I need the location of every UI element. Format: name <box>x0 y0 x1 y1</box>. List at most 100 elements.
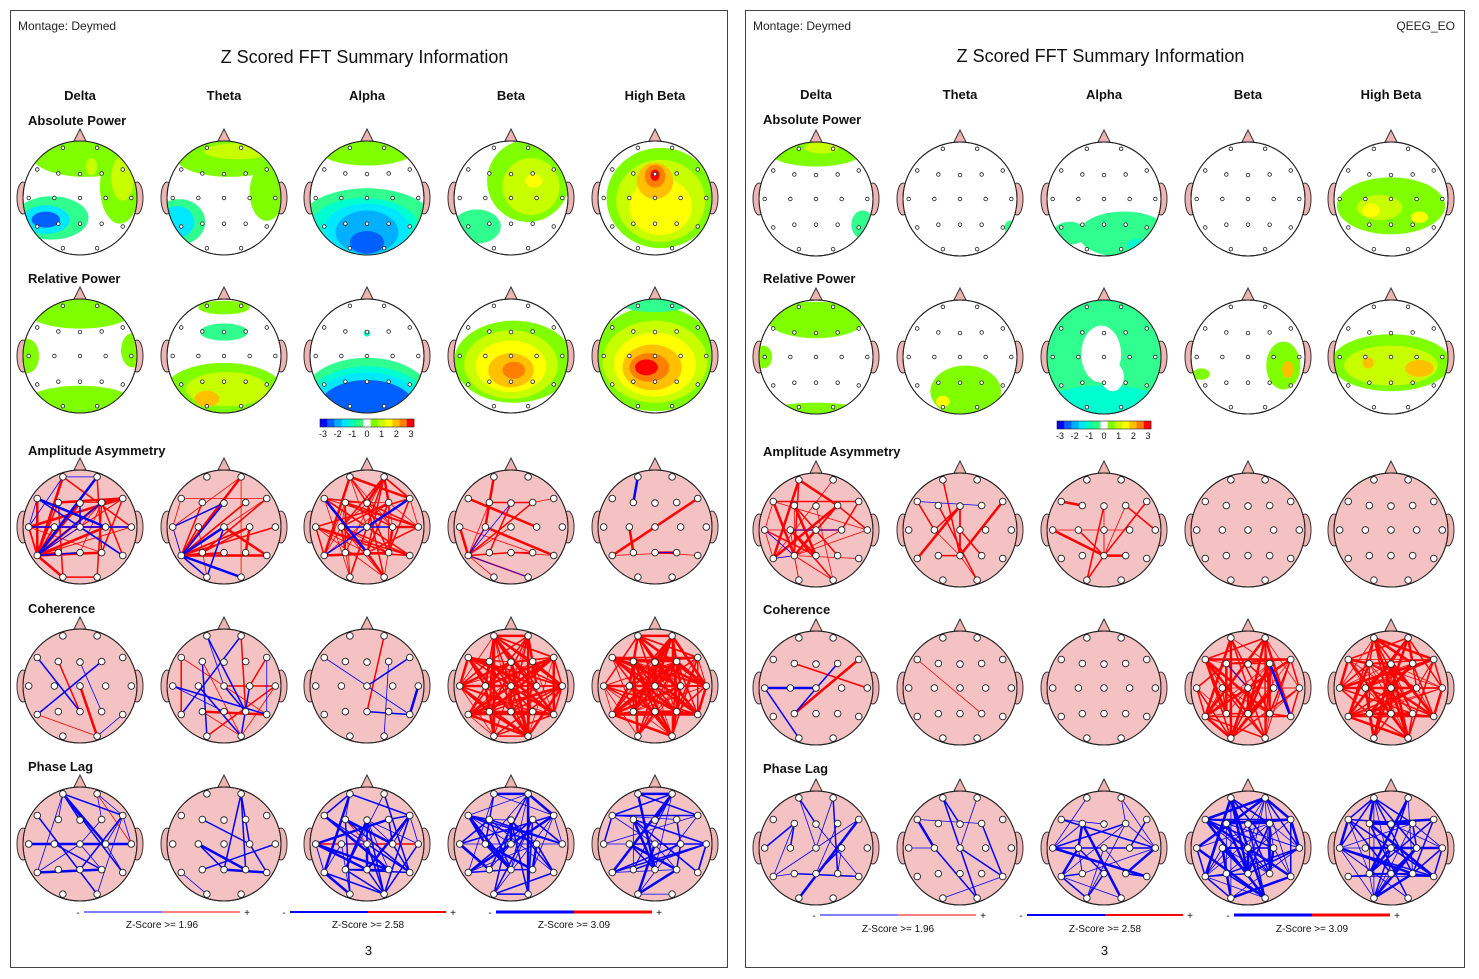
positive-connection <box>1264 637 1300 689</box>
threshold-label: Z-Score >= 2.58 <box>332 920 405 931</box>
negative-connection <box>1086 823 1127 899</box>
zscore-region <box>804 142 839 154</box>
phase-lag-theta-head-map <box>896 777 1024 906</box>
electrode <box>551 382 556 387</box>
electrode <box>363 816 371 824</box>
threshold-label: Z-Score >= 3.09 <box>1276 924 1349 935</box>
colorbar-cell <box>363 419 371 427</box>
electrode <box>601 353 606 359</box>
electrode <box>558 840 567 848</box>
electrode <box>1388 222 1394 227</box>
electrode <box>93 732 101 740</box>
electrode <box>94 245 100 251</box>
electrode <box>1261 894 1269 902</box>
positive-connection <box>654 635 673 663</box>
electrode <box>1267 380 1272 385</box>
colorbar-tick: 0 <box>364 429 369 439</box>
relative-power-beta-head-map <box>447 285 575 414</box>
threshold-label: Z-Score >= 1.96 <box>862 924 935 935</box>
electrode <box>33 551 42 560</box>
electrode <box>1370 734 1378 742</box>
electrode <box>913 554 922 563</box>
electrode <box>651 865 659 874</box>
electrode <box>532 840 541 848</box>
electrode <box>956 684 964 692</box>
phase-lag-beta-head-map <box>1184 777 1312 906</box>
connection-lines <box>27 476 132 579</box>
electrode <box>508 221 514 226</box>
row-label-amplitude-asymmetry: Amplitude Asymmetry <box>28 443 166 458</box>
electrode <box>507 499 515 507</box>
electrode <box>1080 380 1085 385</box>
colorbar-tick: -2 <box>1071 431 1079 441</box>
electrode <box>1222 551 1231 560</box>
electrode <box>788 354 793 360</box>
positive-connection <box>603 685 673 737</box>
electrode <box>1123 380 1128 385</box>
electrode <box>913 712 922 721</box>
electrode <box>1144 326 1149 331</box>
electrode <box>1262 404 1268 410</box>
negative-connection <box>794 872 859 878</box>
negative-connection <box>1268 663 1292 717</box>
electrode <box>1118 404 1124 410</box>
positive-connection <box>1348 687 1443 717</box>
electrode <box>629 498 638 507</box>
band-header-delta: Delta <box>800 87 833 102</box>
electrode <box>796 404 802 410</box>
electrode <box>508 379 514 384</box>
electrode <box>1429 497 1438 506</box>
positive-connection <box>365 476 386 504</box>
electrode <box>1286 815 1295 824</box>
minus-sign: - <box>812 911 815 922</box>
electrode <box>1151 684 1160 692</box>
band-header-alpha: Alpha <box>1086 87 1123 102</box>
electrode <box>1144 168 1149 173</box>
electrode <box>812 551 820 560</box>
positive-connection <box>1416 659 1435 689</box>
electrode <box>177 811 185 820</box>
electrode <box>977 551 986 560</box>
relative-power-high-beta-head-map <box>591 285 719 414</box>
electrode <box>76 682 84 690</box>
electrode <box>59 573 67 581</box>
positive-connection <box>467 713 529 738</box>
negative-connection <box>917 819 982 824</box>
electrode <box>913 872 922 881</box>
electrode <box>1048 844 1057 852</box>
negative-connection <box>1339 847 1375 899</box>
electrode <box>760 526 769 534</box>
negative-connection <box>62 793 124 817</box>
positive-connection <box>315 526 389 554</box>
electrode <box>812 502 820 510</box>
electrode <box>1261 794 1269 802</box>
electrode <box>407 382 412 387</box>
positive-connection <box>36 476 65 556</box>
electrode <box>198 815 207 824</box>
electrode <box>77 353 83 359</box>
electrode <box>672 548 681 557</box>
row-label-amplitude-asymmetry: Amplitude Asymmetry <box>763 444 901 459</box>
zscore-region <box>318 379 416 413</box>
threshold-label: Z-Score >= 1.96 <box>126 920 199 931</box>
electrode <box>1405 246 1411 252</box>
negative-connection <box>467 502 512 556</box>
electrode <box>1295 684 1304 692</box>
positive-connection <box>654 711 673 737</box>
electrode <box>1371 304 1377 310</box>
positive-connection <box>772 479 801 559</box>
electrode <box>487 221 492 226</box>
negative-connection <box>1412 847 1443 875</box>
band-header-theta: Theta <box>207 88 242 103</box>
electrode <box>1286 712 1295 721</box>
positive-connection <box>1196 687 1232 739</box>
phase-lag-beta-head-map <box>447 773 575 902</box>
plus-sign: + <box>1187 911 1193 922</box>
negative-connection <box>62 793 124 873</box>
negative-connection <box>611 793 673 817</box>
electrode <box>1118 146 1124 152</box>
electrode <box>203 732 211 740</box>
electrode <box>835 222 840 227</box>
positive-connection <box>349 476 368 528</box>
electrode <box>1337 354 1342 360</box>
